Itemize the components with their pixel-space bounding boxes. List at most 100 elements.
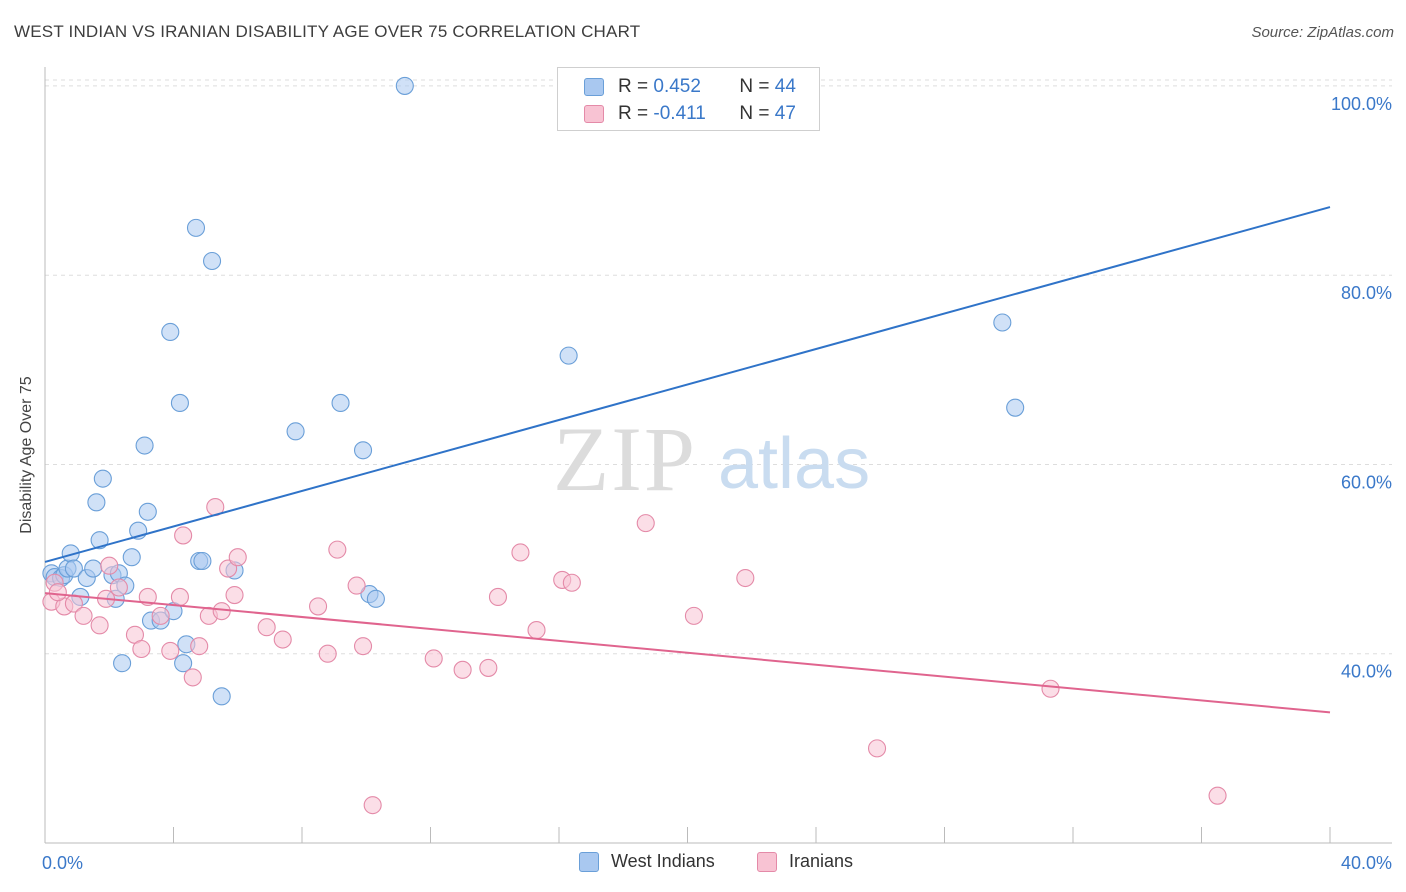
point-iranians: [1208, 786, 1227, 805]
point-iranians: [183, 668, 202, 687]
point-west-indians: [993, 313, 1012, 332]
point-iranians: [424, 649, 443, 668]
point-west-indians: [186, 218, 206, 237]
point-west-indians: [1006, 398, 1025, 417]
point-west-indians: [193, 551, 212, 571]
stats-legend: R = 0.452 N = 44 R = -0.411 N = 47: [557, 67, 820, 131]
point-iranians: [90, 616, 109, 635]
point-west-indians: [87, 493, 106, 512]
point-west-indians: [64, 559, 83, 578]
point-west-indians: [366, 589, 385, 608]
point-iranians: [225, 586, 244, 605]
y-tick-label: 40.0%: [1341, 662, 1392, 682]
x-tick-label: 0.0%: [42, 853, 83, 873]
legend-swatch-iranians: [757, 851, 777, 872]
legend-swatch-west-indians: [584, 78, 604, 96]
point-iranians: [353, 637, 373, 656]
point-iranians: [212, 602, 231, 621]
point-iranians: [736, 568, 755, 588]
legend-label-iranians: Iranians: [789, 851, 854, 871]
point-west-indians: [395, 76, 414, 95]
y-tick-label: 60.0%: [1341, 472, 1392, 492]
legend-n-value: 44: [774, 76, 796, 97]
point-west-indians: [122, 548, 141, 567]
legend-r-value: 0.452: [653, 76, 701, 97]
point-iranians: [511, 543, 530, 562]
legend-item-west-indians: West Indians: [579, 851, 715, 872]
point-iranians: [138, 587, 157, 607]
source-label: Source: ZipAtlas.com: [1251, 24, 1394, 41]
point-iranians: [318, 644, 337, 663]
legend-n-label: N =: [739, 103, 770, 124]
y-tick-label: 80.0%: [1341, 283, 1392, 303]
point-iranians: [161, 641, 180, 660]
point-iranians: [228, 548, 247, 567]
legend-item-iranians: Iranians: [757, 851, 853, 872]
point-west-indians: [113, 654, 132, 673]
point-iranians: [363, 796, 382, 815]
point-west-indians: [212, 687, 231, 706]
legend-n-label: N =: [739, 76, 770, 97]
y-tick-label: 100.0%: [1331, 94, 1392, 114]
point-iranians: [273, 630, 292, 649]
point-iranians: [328, 540, 347, 559]
point-west-indians: [135, 436, 154, 455]
point-iranians: [174, 526, 193, 545]
point-west-indians: [90, 531, 109, 550]
point-iranians: [867, 739, 887, 758]
watermark: ZIP atlas: [553, 408, 870, 510]
y-axis-label: Disability Age Over 75: [18, 376, 35, 534]
point-iranians: [132, 639, 151, 659]
point-iranians: [479, 658, 498, 677]
watermark-atlas: atlas: [718, 424, 870, 504]
point-west-indians: [84, 559, 103, 578]
point-west-indians: [286, 422, 305, 441]
point-iranians: [100, 556, 119, 575]
point-west-indians: [174, 654, 193, 673]
point-west-indians: [161, 322, 180, 342]
series-legend: West Indians Iranians: [0, 851, 1406, 877]
point-west-indians: [138, 502, 157, 521]
trend-lines: [44, 206, 1331, 714]
point-iranians: [109, 578, 128, 597]
x-tick-label: 40.0%: [1341, 853, 1392, 873]
point-iranians: [48, 583, 67, 602]
point-west-indians: [331, 393, 350, 413]
data-points: [42, 76, 1227, 815]
point-iranians: [527, 621, 546, 640]
legend-row-west-indians: R = 0.452 N = 44: [584, 74, 796, 100]
point-iranians: [684, 606, 703, 625]
point-iranians: [488, 587, 508, 607]
point-iranians: [636, 514, 655, 533]
trend-line-west-indians: [44, 206, 1331, 563]
legend-swatch-iranians: [584, 105, 604, 123]
point-west-indians: [170, 393, 189, 413]
point-iranians: [1041, 679, 1060, 698]
point-west-indians: [559, 346, 578, 365]
point-iranians: [151, 606, 170, 625]
chart-title: WEST INDIAN VS IRANIAN DISABILITY AGE OV…: [14, 22, 641, 41]
legend-r-label: R =: [618, 103, 649, 124]
point-iranians: [74, 606, 93, 625]
point-iranians: [257, 618, 276, 637]
point-iranians: [170, 587, 189, 607]
point-west-indians: [203, 251, 222, 271]
point-iranians: [562, 573, 581, 592]
point-iranians: [190, 637, 209, 656]
trend-line-iranians: [44, 592, 1331, 714]
legend-r-label: R =: [618, 76, 649, 97]
point-iranians: [453, 660, 472, 679]
axes: [44, 67, 1392, 844]
legend-swatch-west-indians: [579, 851, 599, 872]
point-iranians: [309, 597, 328, 616]
tick-labels: 40.0% 60.0% 80.0% 100.0% 0.0% 40.0%: [42, 94, 1392, 873]
legend-row-iranians: R = -0.411 N = 47: [584, 101, 796, 127]
legend-n-value: 47: [774, 103, 796, 124]
legend-r-value: -0.411: [653, 103, 706, 124]
gridlines: [45, 79, 1392, 655]
watermark-zip: ZIP: [553, 408, 697, 510]
point-west-indians: [353, 441, 373, 460]
point-west-indians: [93, 469, 112, 488]
legend-label-west-indians: West Indians: [611, 851, 715, 871]
